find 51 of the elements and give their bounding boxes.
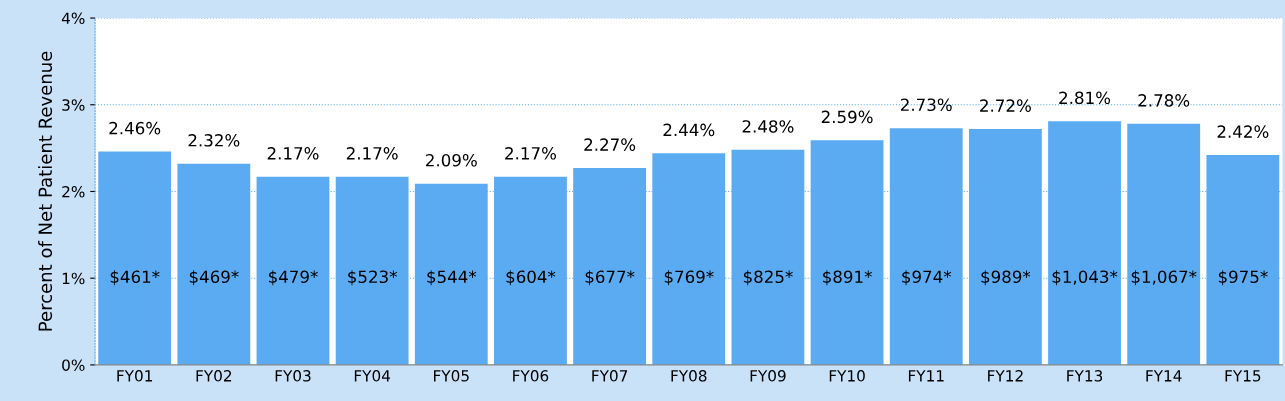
x-tick-label: FY03: [275, 370, 311, 382]
y-tick-label: 1%: [62, 272, 85, 285]
annotation: $974*: [902, 270, 952, 286]
data-label: 2.46%: [109, 121, 161, 135]
x-tick-label: FY14: [1146, 370, 1182, 382]
x-tick-label: FY10: [829, 370, 865, 382]
annotation: $523*: [348, 270, 398, 286]
data-label: 2.17%: [346, 147, 398, 160]
annotation: $677*: [585, 270, 635, 286]
data-label: 2.78%: [1138, 94, 1190, 107]
annotation: $825*: [743, 270, 793, 286]
y-tick-label: 4%: [61, 12, 85, 25]
data-label: 2.32%: [188, 134, 240, 147]
x-tick-label: FY08: [671, 370, 707, 382]
data-label: 2.09%: [426, 153, 477, 167]
data-label: 2.72%: [980, 99, 1031, 112]
annotation: $769*: [664, 270, 714, 286]
annotation: $604*: [506, 270, 556, 286]
data-label: 2.17%: [505, 147, 556, 160]
x-tick-label: FY01: [117, 370, 153, 382]
x-tick-label: FY09: [750, 370, 786, 382]
y-tick-label: 3%: [62, 99, 85, 111]
annotation: $479*: [268, 270, 318, 286]
x-tick-label: FY05: [434, 370, 469, 382]
annotation: $544*: [427, 270, 477, 286]
y-tick-label: 0%: [62, 359, 85, 371]
x-tick-label: FY12: [988, 370, 1023, 382]
x-tick-label: FY07: [592, 370, 628, 382]
data-label: 2.44%: [663, 123, 715, 137]
data-label: 2.73%: [900, 98, 952, 112]
annotation: $975*: [1218, 270, 1268, 286]
y-tick-label: 2%: [62, 185, 85, 198]
x-tick-label: FY11: [908, 370, 944, 382]
y-axis-title: Percent of Net Patient Revenue: [38, 51, 53, 331]
data-label: 2.59%: [821, 110, 873, 124]
data-label: 2.81%: [1059, 91, 1111, 105]
annotation: $891*: [823, 270, 872, 286]
x-tick-label: FY04: [354, 370, 391, 382]
x-tick-label: FY02: [196, 370, 232, 382]
data-label: 2.17%: [267, 147, 319, 160]
annotation: $461*: [110, 270, 160, 286]
annotation: $1,043*: [1052, 270, 1118, 286]
x-tick-label: FY13: [1067, 370, 1103, 382]
data-label: 2.42%: [1217, 125, 1269, 138]
data-label: 2.48%: [742, 120, 794, 133]
annotation: $1,067*: [1131, 270, 1197, 286]
x-tick-label: FY06: [513, 370, 549, 382]
annotation: $989*: [981, 270, 1031, 286]
x-tick-label: FY15: [1225, 370, 1261, 382]
annotation: $469*: [189, 270, 239, 286]
data-label: 2.27%: [584, 138, 636, 151]
